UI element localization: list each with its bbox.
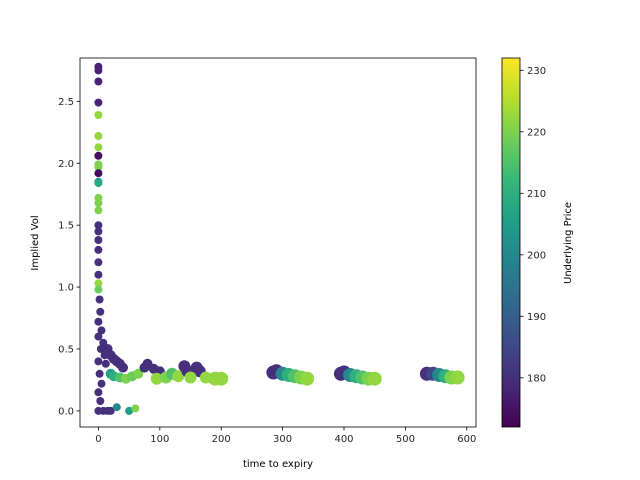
data-point [97, 379, 106, 388]
data-point [131, 404, 140, 413]
plot-frame [79, 57, 477, 428]
data-point [94, 270, 103, 279]
data-point [96, 307, 105, 316]
colorbar [501, 57, 521, 428]
data-point [94, 245, 103, 254]
data-point [94, 132, 103, 140]
data-point [94, 227, 103, 236]
colorbar-tick-label: 230 [527, 66, 546, 77]
data-point [94, 111, 103, 119]
data-point [94, 151, 103, 160]
data-point [184, 371, 197, 384]
data-point [133, 368, 144, 379]
data-point [94, 77, 103, 86]
data-point [95, 295, 104, 304]
data-point [214, 371, 229, 386]
data-point [94, 357, 103, 366]
x-axis: 0 100 200 300 400 500 600 [95, 427, 476, 445]
colorbar-tick-label: 220 [527, 127, 546, 138]
data-point [94, 169, 103, 178]
data-point [94, 221, 103, 230]
data-point [94, 236, 103, 244]
data-point [172, 370, 185, 383]
data-point [94, 66, 103, 75]
data-point [94, 285, 103, 294]
colorbar-tick-label: 200 [527, 250, 546, 261]
y-axis: 0.0 0.5 1.0 1.5 2.0 2.5 [58, 97, 80, 417]
x-tick-label: 500 [396, 434, 415, 445]
scatter-points [94, 62, 465, 415]
y-tick-label: 1.5 [58, 221, 74, 232]
data-point [450, 370, 465, 385]
y-tick-label: 0.0 [58, 406, 74, 417]
data-point [94, 332, 103, 341]
data-point [94, 258, 103, 267]
data-point [106, 406, 115, 415]
data-point [125, 406, 134, 415]
x-tick-label: 0 [95, 434, 101, 445]
colorbar-tick-label: 180 [527, 373, 546, 384]
data-point [367, 371, 382, 386]
x-tick-label: 600 [457, 434, 476, 445]
data-point [94, 198, 103, 207]
data-point [112, 403, 121, 412]
y-tick-label: 2.0 [58, 159, 74, 170]
colorbar-tick-label: 190 [527, 312, 546, 323]
data-point [150, 372, 163, 385]
colorbar-label: Underlying Price [563, 202, 574, 284]
y-axis-label: Implied Vol [30, 215, 41, 270]
data-point [94, 279, 103, 288]
x-tick-label: 200 [212, 434, 231, 445]
x-tick-label: 400 [334, 434, 353, 445]
colorbar-axis: 180 190 200 210 220 230 [520, 66, 546, 384]
x-axis-label: time to expiry [243, 459, 313, 470]
data-point [94, 98, 103, 107]
data-point [94, 179, 103, 188]
y-tick-label: 2.5 [58, 97, 74, 108]
x-tick-label: 100 [150, 434, 169, 445]
x-tick-label: 300 [273, 434, 292, 445]
data-point [94, 143, 103, 152]
data-point [97, 326, 106, 335]
data-point [94, 163, 103, 171]
data-point [94, 388, 103, 397]
data-point [96, 397, 105, 405]
y-tick-label: 1.0 [58, 283, 74, 294]
data-point [118, 362, 128, 373]
data-point [300, 371, 315, 386]
data-point [101, 359, 110, 368]
data-point [95, 369, 104, 378]
colorbar-tick-label: 210 [527, 189, 546, 200]
data-point [94, 206, 103, 215]
data-point [96, 345, 105, 353]
y-tick-label: 0.5 [58, 344, 74, 355]
data-point [94, 317, 103, 326]
